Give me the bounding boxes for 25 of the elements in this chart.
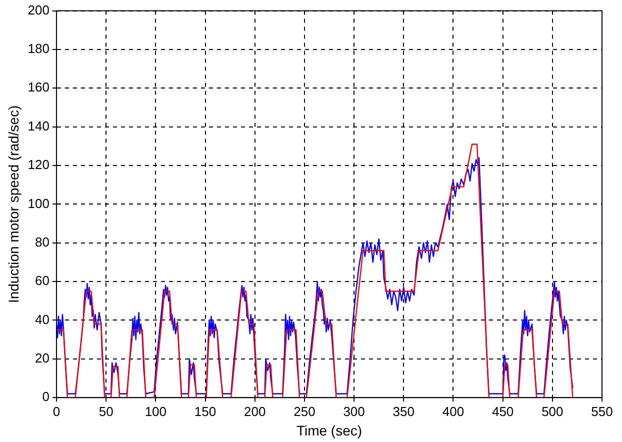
x-tick-label: 400 <box>442 404 464 419</box>
y-tick-label: 20 <box>35 350 50 366</box>
x-tick-label: 200 <box>244 404 266 419</box>
x-axis-title: Time (sec) <box>296 422 362 438</box>
y-tick-label: 200 <box>28 2 50 18</box>
x-tick-label: 500 <box>542 404 564 419</box>
y-tick-label: 120 <box>28 157 50 172</box>
x-tick-label: 50 <box>98 404 114 419</box>
y-tick-label: 60 <box>35 273 50 288</box>
x-tick-label: 150 <box>194 404 216 419</box>
x-tick-label: 300 <box>343 404 365 419</box>
y-tick-label: 0 <box>42 389 50 404</box>
y-tick-label: 180 <box>28 41 50 56</box>
x-tick-label: 0 <box>52 404 60 419</box>
y-axis-title: Induction motor speed (rad/sec) <box>5 105 22 304</box>
y-tick-label: 160 <box>28 80 50 95</box>
y-tick-label: 140 <box>28 118 50 134</box>
x-tick-label: 100 <box>144 404 167 419</box>
y-tick-label: 80 <box>35 234 50 250</box>
y-tick-label: 40 <box>35 312 50 327</box>
y-tick-label: 100 <box>28 196 50 211</box>
x-tick-label: 450 <box>492 404 514 419</box>
x-tick-label: 250 <box>294 404 316 419</box>
x-tick-label: 550 <box>591 404 613 419</box>
x-tick-label: 350 <box>392 404 414 419</box>
